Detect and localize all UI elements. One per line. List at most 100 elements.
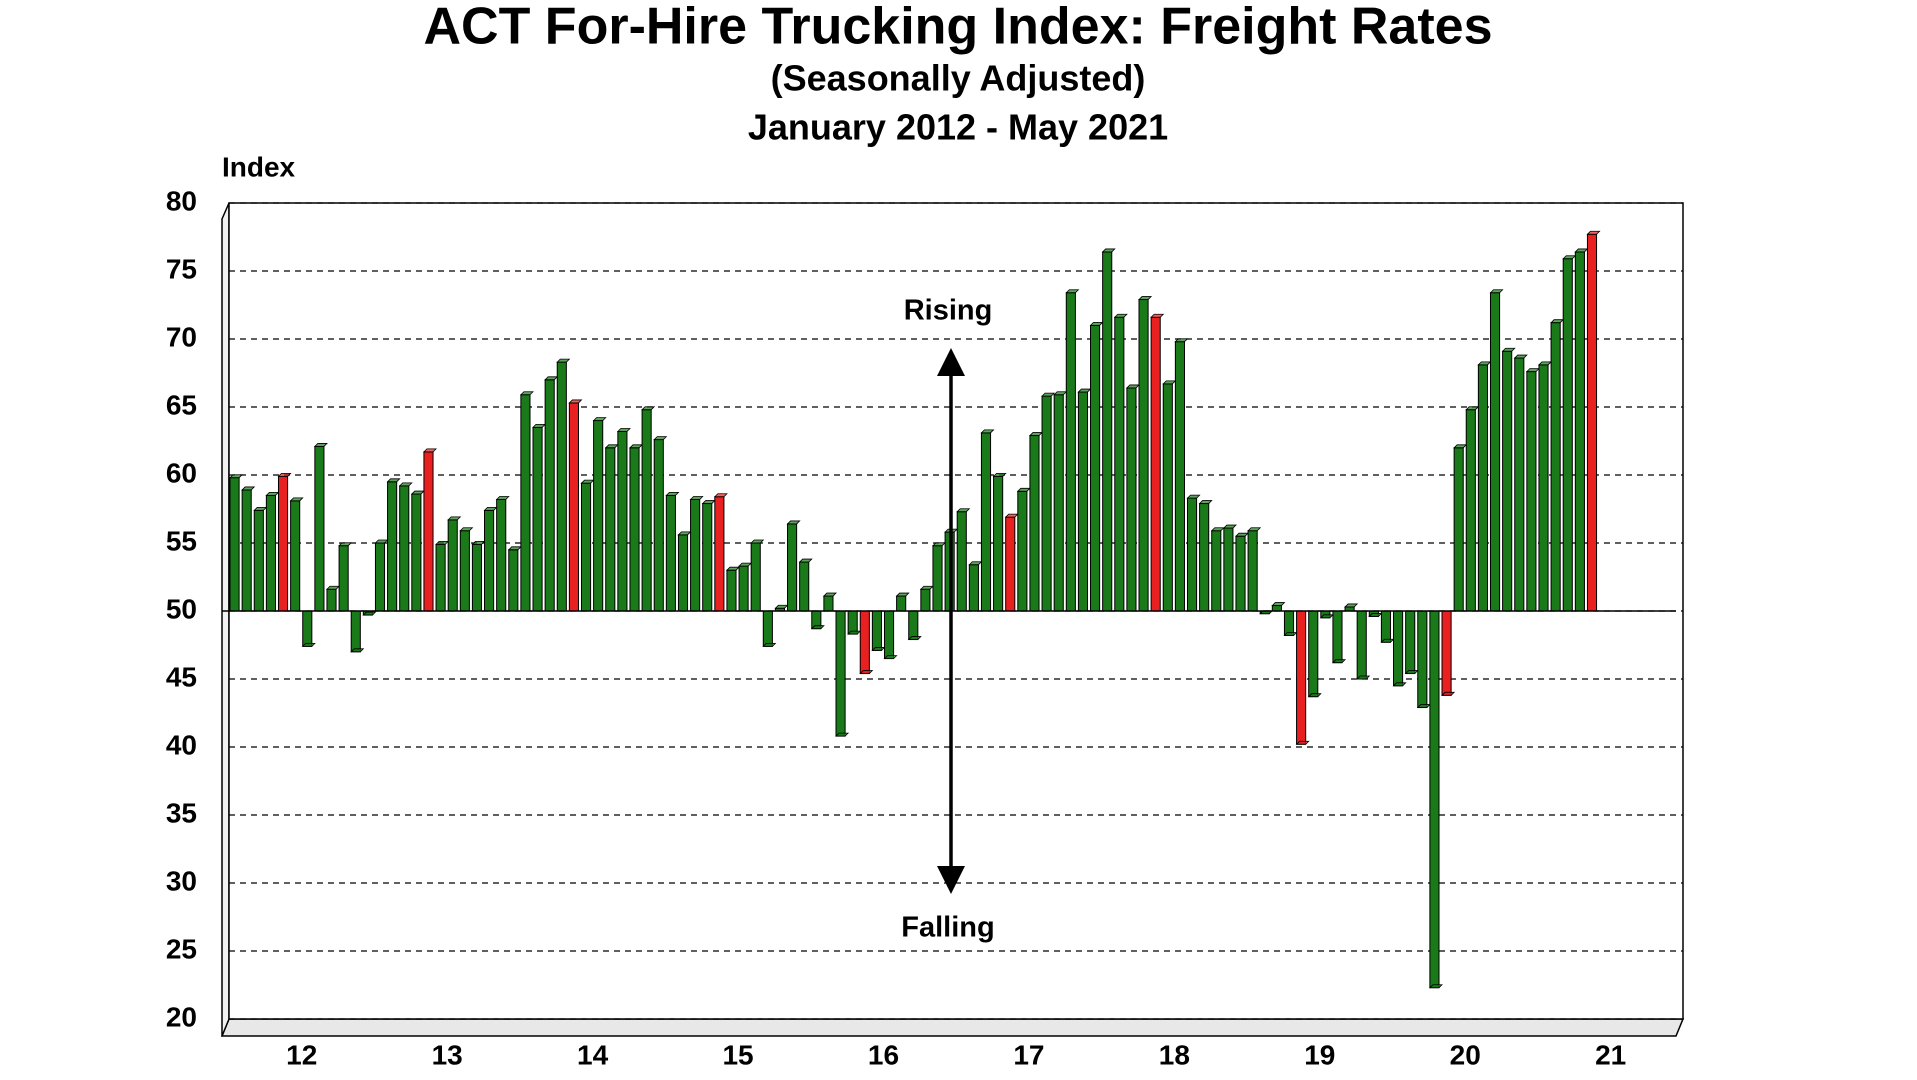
bar — [1574, 251, 1585, 612]
y-tick-label: 75 — [166, 253, 197, 284]
bar-top — [1247, 527, 1262, 532]
bar — [1453, 447, 1464, 612]
bar — [665, 494, 676, 612]
bar — [932, 545, 943, 612]
bar — [399, 485, 410, 612]
bar — [1005, 516, 1016, 612]
bar — [787, 523, 798, 612]
bar — [374, 542, 386, 612]
bar-top — [398, 482, 413, 487]
bar — [920, 588, 931, 612]
y-tick-label: 50 — [166, 593, 197, 624]
bar-top — [556, 358, 571, 363]
x-tick-label: 16 — [868, 1039, 899, 1070]
bar — [605, 447, 616, 612]
bar-top — [1356, 675, 1371, 680]
y-tick-label: 80 — [166, 185, 197, 216]
bar-top — [992, 472, 1007, 477]
bar — [653, 439, 664, 612]
y-tick-label: 60 — [166, 457, 197, 488]
bar — [702, 503, 713, 612]
bar — [1562, 258, 1573, 612]
bar-top — [1150, 313, 1165, 318]
bar-top — [1344, 603, 1359, 608]
y-tick-label: 30 — [166, 865, 197, 896]
bar — [290, 500, 301, 612]
bar-top — [810, 625, 825, 630]
bar — [617, 430, 628, 612]
bar — [1150, 316, 1161, 612]
bar — [520, 394, 531, 612]
bar-top — [241, 486, 256, 491]
bar — [1053, 394, 1064, 612]
bar-top — [1307, 693, 1322, 698]
bar — [1477, 364, 1488, 612]
bar — [580, 482, 592, 612]
bar — [459, 530, 470, 612]
bar-top — [1186, 494, 1201, 499]
bar — [1090, 324, 1101, 612]
bar — [229, 477, 240, 612]
bar — [1126, 387, 1137, 612]
bar-top — [798, 558, 813, 563]
bar — [314, 445, 325, 612]
bar — [1465, 409, 1476, 612]
bar — [714, 496, 725, 612]
bar — [1332, 610, 1343, 664]
bar — [326, 588, 337, 612]
bar — [1235, 535, 1246, 612]
bar — [423, 451, 434, 612]
bar — [544, 379, 555, 612]
bar — [1174, 341, 1185, 612]
bar — [568, 402, 579, 612]
bar — [1502, 350, 1513, 612]
bar-top — [350, 648, 365, 653]
annotation: Falling — [901, 912, 994, 944]
bar — [1417, 610, 1428, 709]
bar — [690, 498, 701, 612]
y-tick-label: 45 — [166, 661, 197, 692]
bar — [1441, 610, 1452, 696]
bar — [1489, 292, 1501, 612]
bar-top — [762, 642, 777, 647]
bar-top — [592, 417, 607, 422]
bar — [1283, 610, 1295, 636]
bar-top — [822, 592, 837, 597]
bar — [1041, 395, 1052, 612]
bar — [387, 481, 398, 612]
y-tick-label: 20 — [166, 1001, 197, 1032]
bar — [980, 432, 992, 612]
bar — [338, 545, 349, 612]
bar — [835, 610, 846, 737]
bar — [1308, 610, 1319, 698]
bar — [956, 511, 967, 612]
bar-top — [1198, 500, 1213, 504]
bar — [738, 565, 749, 612]
bar-top — [895, 592, 910, 597]
bar — [896, 595, 907, 612]
bar — [1405, 610, 1416, 675]
bar-top — [1174, 338, 1189, 343]
annotation: Rising — [904, 295, 993, 327]
bar-top — [1501, 347, 1516, 352]
bar-top — [1041, 392, 1056, 397]
bar-top — [1113, 313, 1128, 318]
bar — [411, 493, 422, 612]
bar — [1429, 610, 1440, 989]
bar-top — [338, 542, 353, 547]
bar-top — [1441, 691, 1456, 696]
y-tick-label: 70 — [166, 321, 197, 352]
bar — [496, 498, 507, 612]
bar-top — [1331, 659, 1347, 664]
x-tick-label: 17 — [1013, 1039, 1044, 1070]
bar-top — [1586, 230, 1601, 235]
y-axis-label: Index — [222, 151, 296, 182]
bar-top — [1065, 289, 1080, 294]
bar-top — [422, 448, 438, 453]
bar-top — [289, 497, 304, 502]
bar — [1114, 316, 1125, 612]
bar — [1138, 299, 1149, 612]
bar-top — [665, 491, 680, 496]
bar-top — [883, 655, 898, 659]
bar-top — [713, 493, 728, 498]
